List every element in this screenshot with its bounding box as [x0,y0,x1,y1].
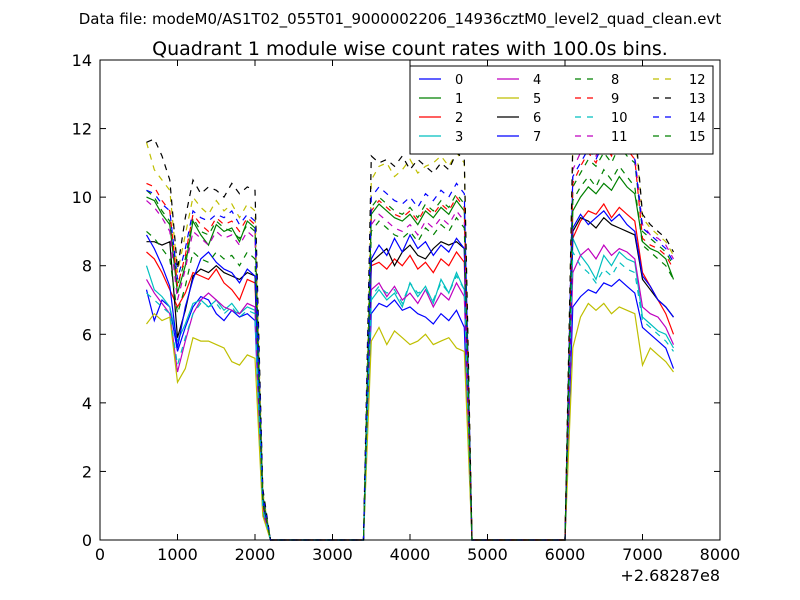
y-tick-label: 2 [82,462,92,481]
legend-label-6: 6 [533,111,541,126]
legend-label-10: 10 [611,111,628,126]
legend-label-12: 12 [689,73,706,88]
x-offset-label: +2.68287e8 [620,566,720,585]
x-tick-label: 2000 [235,545,276,564]
legend-label-1: 1 [455,92,463,107]
legend-box [409,65,714,155]
legend-label-13: 13 [689,92,706,107]
chart-title: Quadrant 1 module wise count rates with … [152,38,668,60]
series-line-8 [146,144,675,541]
series-line-9 [146,133,675,541]
x-tick-label: 5000 [467,545,508,564]
x-tick-label: 0 [95,545,105,564]
series-line-5 [146,302,674,541]
series-line-6 [146,216,674,541]
y-tick-label: 6 [82,325,92,344]
ticks-layer: 0 1000 2000 3000 4000 5000 6000 7000 80000246810… [72,51,741,564]
x-tick-label: 6000 [545,545,586,564]
legend-label-9: 9 [611,92,619,107]
x-tick-label: 7000 [622,545,663,564]
series-line-3 [145,238,675,541]
legend-label-4: 4 [533,73,541,88]
series-line-7 [145,210,674,541]
y-tick-label: 8 [82,257,92,276]
x-tick-label: 4000 [390,545,431,564]
series-line-0 [145,278,675,541]
y-tick-label: 0 [82,531,92,550]
series-line-10 [146,249,674,541]
legend-label-0: 0 [455,73,463,88]
y-tick-label: 4 [82,394,92,413]
legend-label-3: 3 [455,130,463,145]
legend-label-15: 15 [689,130,706,145]
y-tick-label: 14 [72,51,92,70]
legend-label-5: 5 [533,92,541,107]
series-line-11 [146,134,675,541]
y-tick-label: 12 [72,120,92,139]
legend-label-14: 14 [689,111,706,126]
x-tick-label: 8000 [700,545,741,564]
x-tick-label: 1000 [157,545,198,564]
x-tick-label: 3000 [312,545,353,564]
series-line-4 [145,244,675,541]
series-line-1 [146,175,675,541]
legend-label-8: 8 [611,73,619,88]
series-line-14 [146,137,675,541]
series-line-15 [146,165,675,541]
series-line-2 [146,202,675,541]
legend-label-7: 7 [533,130,541,145]
legend-label-2: 2 [455,111,463,126]
series-line-12 [145,106,675,541]
figure-title: Data file: modeM0/AS1T02_055T01_90000022… [79,10,722,29]
legend-label-11: 11 [611,130,628,145]
y-tick-label: 10 [72,188,92,207]
